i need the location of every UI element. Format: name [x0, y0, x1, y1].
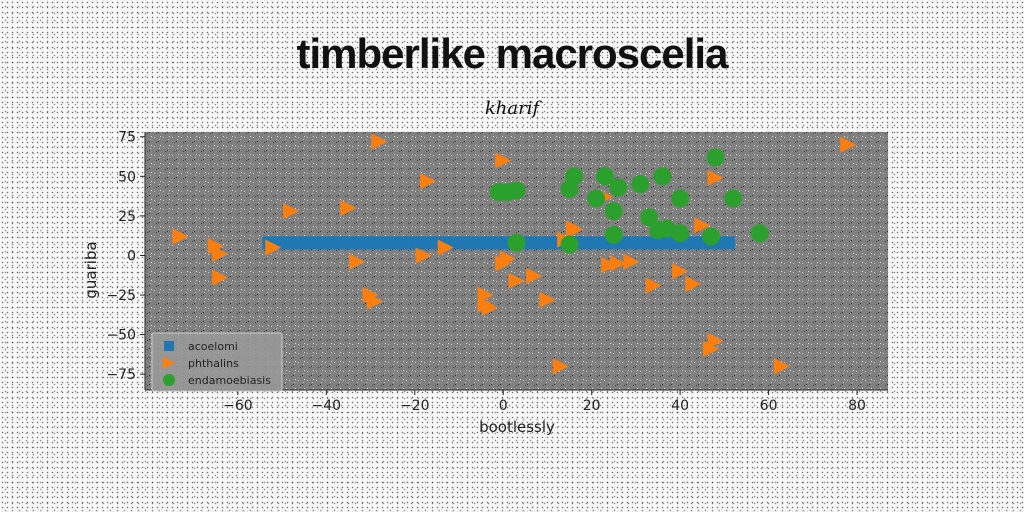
phthalins-point: [172, 228, 189, 245]
x-tick-label: 80: [848, 398, 866, 414]
endamoebiasis-point: [560, 235, 579, 254]
phthalins-point: [565, 220, 582, 237]
endamoebiasis-point: [706, 148, 725, 167]
phthalins-point: [707, 332, 724, 349]
endamoebiasis-point: [653, 167, 672, 186]
phthalins-point: [623, 253, 640, 270]
phthalins-point: [207, 237, 224, 254]
y-tick-label: −25: [106, 288, 136, 304]
y-tick-label: 0: [127, 248, 136, 264]
y-tick-label: −75: [106, 367, 136, 383]
endamoebiasis-point: [631, 175, 650, 194]
legend-marker-endamoebiasis: [163, 374, 175, 386]
phthalins-point: [265, 239, 282, 256]
endamoebiasis-point: [587, 189, 606, 208]
endamoebiasis-point: [724, 189, 743, 208]
phthalins-point: [362, 287, 379, 304]
x-tick-label: 0: [499, 398, 508, 414]
phthalins-point: [495, 152, 512, 169]
phthalins-point: [610, 255, 627, 272]
endamoebiasis-point: [507, 181, 526, 200]
endamoebiasis-point: [671, 224, 690, 243]
endamoebiasis-point: [595, 167, 614, 186]
series-phthalins: [172, 133, 857, 375]
phthalins-point: [645, 277, 662, 294]
chart-title: timberlike macroscelia: [296, 30, 729, 77]
endamoebiasis-point: [750, 224, 769, 243]
y-tick-label: 25: [118, 209, 136, 225]
legend-box: [151, 332, 283, 392]
legend-marker-phthalins: [163, 357, 175, 369]
phthalins-point: [840, 136, 857, 153]
legend-label: phthalins: [188, 357, 239, 370]
endamoebiasis-point: [702, 227, 721, 246]
x-axis-label: bootlessly: [479, 418, 555, 436]
phthalins-point: [437, 239, 454, 256]
phthalins-point: [212, 269, 229, 286]
x-tick-label: −60: [223, 398, 253, 414]
chart-subtitle: kharif: [484, 98, 540, 119]
x-tick-label: 40: [671, 398, 689, 414]
phthalins-point: [349, 253, 366, 270]
x-tick-label: 60: [760, 398, 778, 414]
endamoebiasis-point: [507, 233, 526, 252]
phthalins-point: [703, 340, 720, 357]
acoelomi-point: [722, 236, 736, 250]
y-tick-label: 50: [118, 169, 136, 185]
phthalins-point: [672, 263, 689, 280]
endamoebiasis-point: [640, 208, 659, 227]
y-tick-label: −50: [106, 328, 136, 344]
phthalins-point: [415, 247, 432, 264]
phthalins-point: [707, 169, 724, 186]
endamoebiasis-point: [604, 202, 623, 221]
phthalins-point: [420, 173, 437, 190]
phthalins-point: [694, 217, 711, 234]
phthalins-point: [508, 272, 525, 289]
phthalins-point: [366, 293, 383, 310]
phthalins-point: [495, 255, 512, 272]
phthalins-point: [773, 358, 790, 375]
legend-label: endamoebiasis: [188, 374, 271, 387]
endamoebiasis-point: [671, 189, 690, 208]
legend-label: acoelomi: [188, 340, 238, 353]
y-tick-label: 75: [118, 130, 136, 146]
phthalins-point: [526, 268, 543, 285]
phthalins-point: [601, 256, 618, 273]
series-endamoebiasis: [489, 148, 769, 254]
x-tick-label: −40: [312, 398, 342, 414]
x-tick-label: −20: [400, 398, 430, 414]
chart-axes: −60 −40 −20 0 20 40 60 80 75 50 25 0 −25 −50 −75: [106, 130, 888, 414]
endamoebiasis-point: [604, 225, 623, 244]
legend-marker-acoelomi: [164, 341, 174, 351]
phthalins-point: [481, 299, 498, 316]
phthalins-point: [282, 203, 299, 220]
phthalins-point: [371, 133, 388, 150]
x-tick-label: 20: [583, 398, 601, 414]
endamoebiasis-point: [489, 183, 508, 202]
y-axis-label: guariba: [82, 241, 100, 298]
phthalins-point: [340, 199, 357, 216]
phthalins-point: [552, 358, 569, 375]
endamoebiasis-point: [609, 178, 628, 197]
phthalins-point: [212, 245, 229, 262]
endamoebiasis-point: [564, 167, 583, 186]
phthalins-point: [685, 275, 702, 292]
phthalins-point: [539, 291, 556, 308]
chart-marks: [172, 133, 857, 375]
series-acoelomi: [262, 236, 736, 250]
legend: acoelomi phthalins endamoebiasis: [151, 332, 283, 392]
